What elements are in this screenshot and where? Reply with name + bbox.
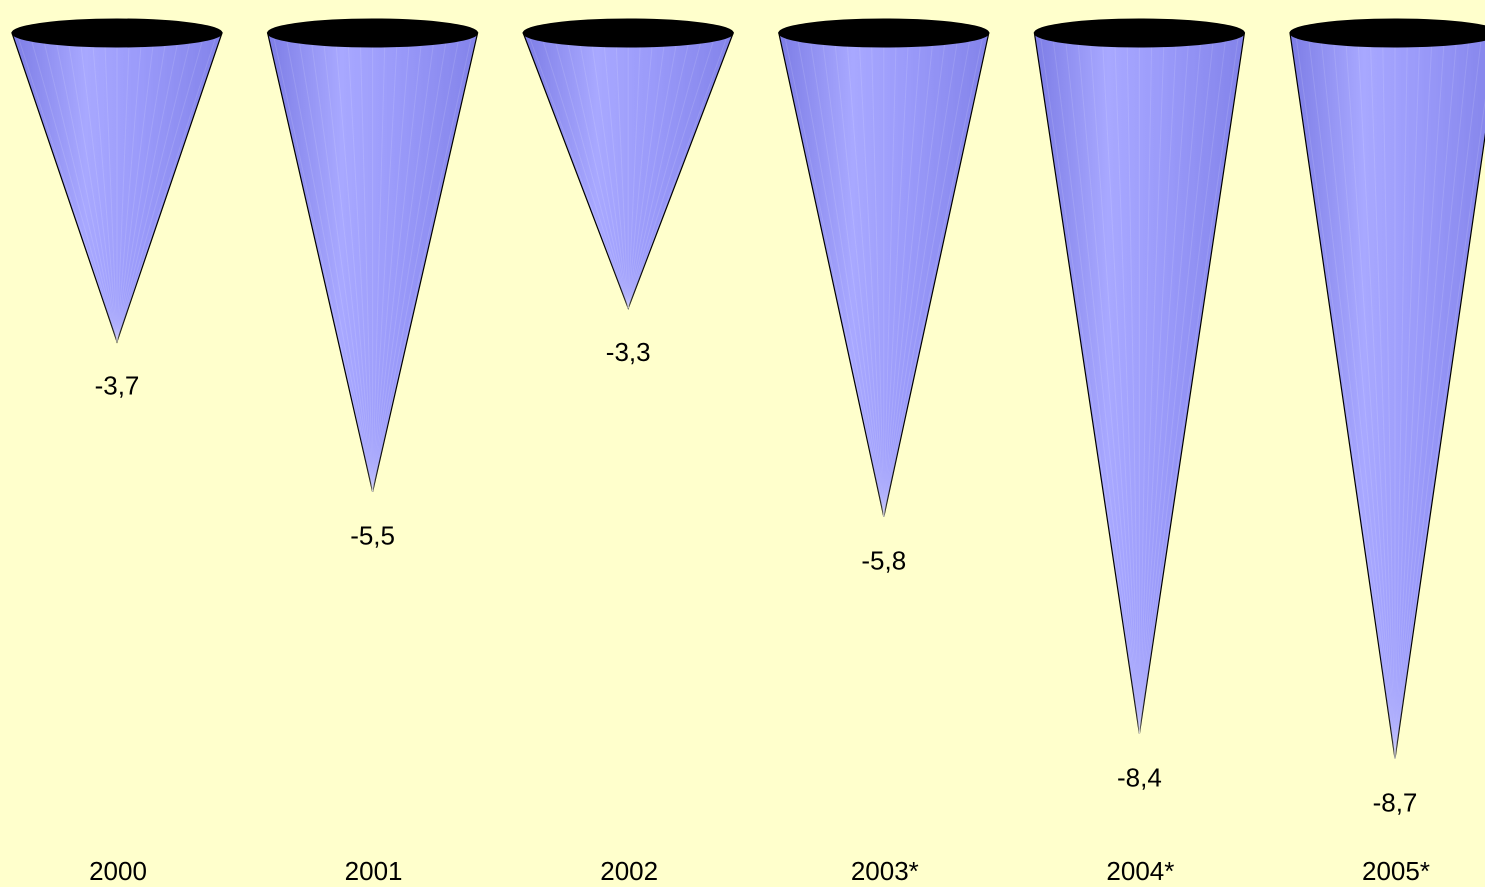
category-label-2002: 2002 — [600, 856, 658, 886]
value-label-2002: -3,3 — [606, 337, 651, 367]
cone-facets — [528, 36, 728, 309]
cone-facets — [1040, 36, 1239, 734]
cone-2002 — [522, 18, 735, 310]
category-label-2004: 2004* — [1106, 856, 1174, 886]
value-label-2003: -5,8 — [861, 546, 906, 576]
category-label-2001: 2001 — [345, 856, 403, 886]
value-label-2001: -5,5 — [350, 521, 395, 551]
cone-2003 — [778, 18, 990, 517]
cone-series — [11, 18, 1485, 759]
cone-facets — [17, 36, 217, 342]
cone-2004 — [1033, 18, 1246, 734]
value-labels: -3,7 -5,5 -3,3 -5,8 -8,4 -8,7 — [95, 337, 1418, 817]
cone-2000 — [11, 18, 223, 344]
cone-facets — [1295, 36, 1485, 759]
cone-top — [778, 18, 990, 48]
category-label-2005: 2005* — [1362, 856, 1430, 886]
cone-top — [1033, 18, 1245, 48]
cone-top — [1289, 18, 1485, 48]
cone-top — [11, 18, 223, 48]
cone-facets — [784, 36, 984, 517]
category-label-2000: 2000 — [89, 856, 147, 886]
cone-top — [267, 18, 479, 48]
cone-2005 — [1289, 18, 1485, 759]
value-label-2004: -8,4 — [1117, 763, 1162, 793]
category-label-2003: 2003* — [851, 856, 919, 886]
cone-top — [522, 18, 734, 48]
value-label-2000: -3,7 — [95, 371, 140, 401]
value-label-2005: -8,7 — [1373, 788, 1418, 818]
category-labels: 2000 2001 2002 2003* 2004* 2005* — [89, 856, 1430, 886]
cone-facets — [273, 36, 472, 492]
cone-2001 — [266, 18, 479, 492]
